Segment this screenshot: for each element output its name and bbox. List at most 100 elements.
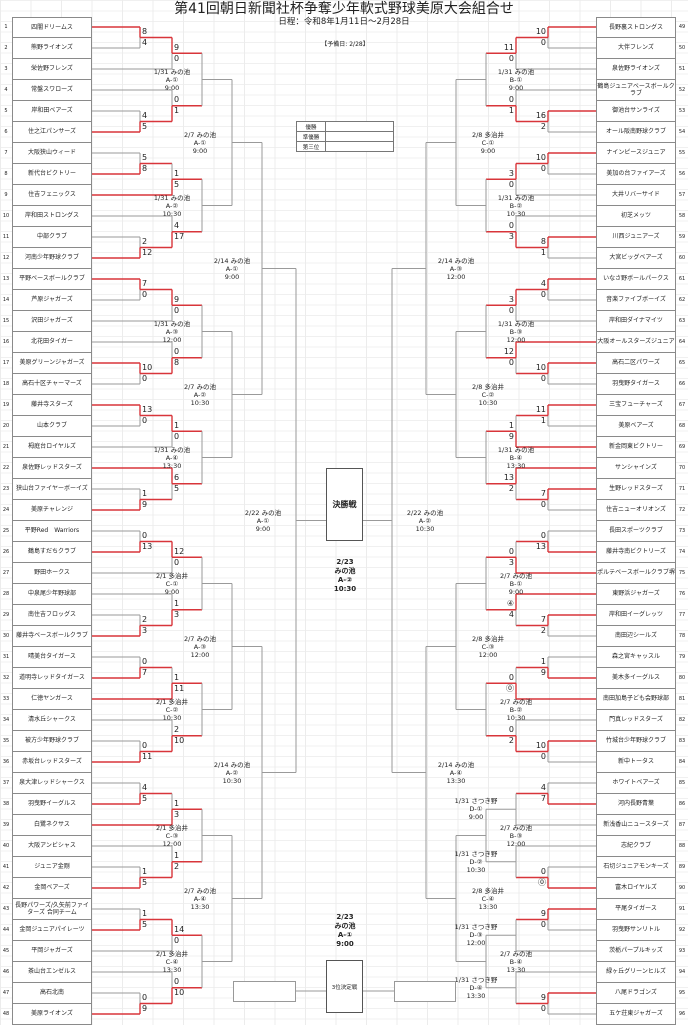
match-label-line: 9:00 (164, 83, 180, 92)
score: 6 (174, 473, 180, 483)
score: ⓪ (538, 878, 546, 887)
match-label-line: A-③ (193, 642, 207, 651)
match-label-line: 12:00 (190, 650, 210, 659)
score: 1 (508, 106, 514, 116)
score: 9 (508, 431, 514, 441)
match-label-line: 1/31 みの池 (153, 193, 191, 202)
score: 0 (540, 920, 546, 929)
team-number: 12 (2, 255, 10, 261)
match-label-line: 12:00 (446, 272, 466, 281)
score: 0 (174, 347, 180, 357)
match-label-line: 13:30 (446, 776, 466, 785)
team-number: 94 (678, 969, 686, 975)
team-name: 住吉ニューオリオンズ (596, 499, 676, 521)
team-number: 4 (4, 87, 8, 93)
match-label: 2/1 多治井 C-② 10:30 (132, 698, 212, 722)
team-name: 高石十区チャーマーズ (12, 373, 92, 395)
match-label-line: D-③ (469, 931, 483, 940)
team-name: 大井リバーサイド (596, 184, 676, 206)
team-number: 60 (678, 255, 686, 261)
team-name: 平野Red Warriors (12, 520, 92, 542)
team-name: 狭山台ファイヤーボーイズ (12, 478, 92, 500)
score: 3 (508, 168, 514, 178)
match-label-line: 13:30 (506, 965, 526, 974)
score: 4 (540, 279, 546, 288)
score: 0 (540, 374, 546, 383)
team-name: 南田辺シールズ (596, 625, 676, 647)
match-label: 2/22 みの池 A-① 9:00 (223, 509, 303, 533)
team-name: 四闇ドリームス (12, 16, 92, 38)
team-name: 新代台ビクトリー (12, 163, 92, 185)
score: 9 (174, 294, 180, 304)
team-name: 大宮ビッグベアーズ (596, 247, 676, 269)
score: 13 (535, 542, 546, 551)
score: 2 (540, 122, 546, 131)
team-number: 74 (678, 549, 686, 555)
match-label: 1/31 みの池 A-③ 12:00 (132, 320, 212, 344)
team-name: 御池台サンライズ (596, 100, 676, 122)
match-label: 2/14 みの池 A-① 9:00 (192, 257, 272, 281)
match-label: 1/31 みの池 B-④ 13:30 (476, 446, 556, 470)
team-number: 61 (678, 276, 686, 282)
match-label-line: A-④ (449, 768, 463, 777)
score: 8 (142, 164, 148, 173)
final-box: 決勝戦 (326, 468, 363, 541)
team-name: 新金岡東ビクトリー (596, 436, 676, 458)
match-label-line: 2/14 みの池 (437, 256, 475, 265)
score: 8 (540, 237, 546, 246)
score: 7 (142, 668, 148, 677)
team-number: 7 (4, 150, 8, 156)
match-label-line: A-① (256, 516, 270, 525)
team-name: 泉佐野レッドスターズ (12, 457, 92, 479)
score: 1 (142, 909, 148, 918)
score: 0 (508, 546, 514, 556)
team-name: 美原ライオンズ (12, 1003, 92, 1025)
team-number: 87 (678, 822, 686, 828)
match-label-line: 9:00 (480, 146, 496, 155)
team-number: 64 (678, 339, 686, 345)
team-number: 2 (4, 45, 8, 51)
match-label-line: 10:30 (222, 776, 242, 785)
team-name: 志紀クラブ (596, 835, 676, 857)
score: 0 (174, 431, 180, 441)
team-name: ポルテベースボールクラブ堺 (596, 562, 676, 584)
score: 1 (174, 168, 180, 178)
match-label-line: 2/14 みの池 (437, 760, 475, 769)
match-label-line: 12:00 (478, 650, 498, 659)
match-label-line: A-③ (165, 327, 179, 336)
score: 14 (174, 924, 185, 934)
match-label-line: 9:00 (468, 813, 484, 822)
match-label: 2/7 みの池 B-① 9:00 (476, 572, 556, 596)
team-name: 平岡ジャガーズ (12, 940, 92, 962)
match-label-line: 1/31 さつき野 (454, 923, 498, 932)
team-name: 栂庭台ロイヤルズ (12, 436, 92, 458)
results-table: 優勝 準優勝 第三位 (296, 121, 394, 152)
team-number: 70 (678, 465, 686, 471)
score: 0 (142, 657, 148, 666)
team-name: 常盤スワローズ (12, 79, 92, 101)
match-label: 2/7 みの池 B-④ 13:30 (476, 950, 556, 974)
match-label-line: 9:00 (224, 272, 240, 281)
match-label-line: 10:30 (506, 209, 526, 218)
match-label-line: A-④ (193, 894, 207, 903)
result-value (325, 121, 394, 132)
score: 0 (508, 221, 514, 231)
team-name: 泉大津レッドシャークス (12, 772, 92, 794)
team-number: 85 (678, 780, 686, 786)
match-label-line: 9:00 (508, 587, 524, 596)
team-number: 91 (678, 906, 686, 912)
match-label-line: 10:30 (506, 713, 526, 722)
team-name: 藤井寺南ビクトリーズ (596, 541, 676, 563)
match-label: 1/31 さつき野 D-④ 13:30 (436, 976, 516, 1000)
team-name: ジュニア金剛 (12, 856, 92, 878)
match-label: 2/7 みの池 A-② 10:30 (160, 383, 240, 407)
match-label-line: 1/31 みの池 (153, 319, 191, 328)
match-label-line: A-② (418, 516, 432, 525)
team-number: 1 (4, 24, 8, 30)
third-place-venue: みの池 (334, 922, 356, 930)
team-number: 33 (2, 696, 10, 702)
team-name: 岸和田ベアーズ (12, 100, 92, 122)
match-label-line: 1/31 みの池 (153, 67, 191, 76)
team-number: 19 (2, 402, 10, 408)
match-label: 2/22 みの池 A-② 10:30 (385, 509, 465, 533)
